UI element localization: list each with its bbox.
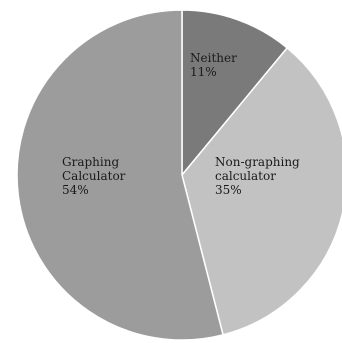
slice-label-line: Neither: [190, 51, 237, 65]
slice-label-graphing-calculator: Graphing Calculator 54%: [62, 155, 126, 197]
slice-value-text: 54%: [62, 183, 89, 197]
slice-value-text: 11%: [190, 65, 217, 79]
pie-slice-non-graphing-calculator: [181, 46, 342, 336]
slice-label-non-graphing-calculator: Non-graphing calculator 35%: [215, 155, 300, 197]
slice-label-line: Calculator: [62, 169, 126, 183]
pie-slice-neither: [181, 9, 289, 178]
pie-labels: Neither 11% Non-graphing calculator 35% Graph…: [62, 51, 300, 197]
slice-label-line: Non-graphing: [215, 155, 300, 169]
slice-value-text: 35%: [215, 183, 242, 197]
pie-slice-graphing-calculator: [16, 9, 224, 341]
pie-slices: [16, 9, 342, 341]
slice-label-line: calculator: [215, 169, 276, 183]
slice-label-neither: Neither 11%: [190, 51, 237, 79]
slice-label-line: Graphing: [62, 155, 119, 169]
